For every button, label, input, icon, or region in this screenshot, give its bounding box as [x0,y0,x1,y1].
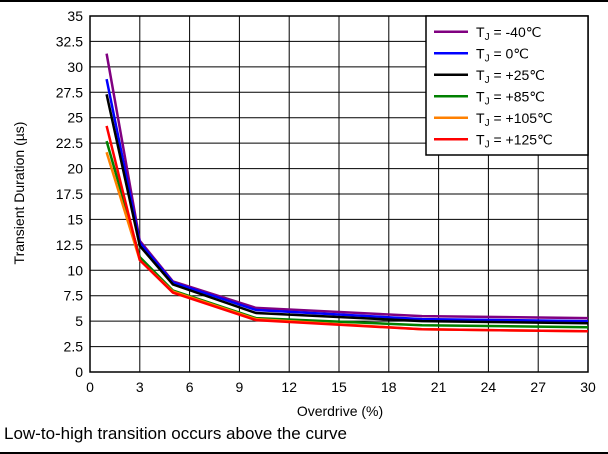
legend-label: TJ = +85℃ [476,88,545,107]
x-tick-label: 24 [481,379,497,395]
y-tick-label: 0 [75,364,83,380]
y-tick-label: 7.5 [64,288,84,304]
x-tick-label: 12 [281,379,297,395]
series-line-2 [105,94,589,325]
x-tick-label: 30 [580,379,596,395]
x-axis-ticks: 0 3 6 9 12 15 18 21 24 27 30 [86,379,596,395]
top-rule [0,0,608,2]
bottom-rule [0,452,608,454]
x-tick-label: 15 [331,379,347,395]
y-tick-label: 27.5 [56,84,83,100]
y-tick-label: 2.5 [64,339,84,355]
y-tick-label: 15 [67,211,83,227]
x-tick-label: 27 [530,379,546,395]
x-tick-label: 9 [236,379,244,395]
x-tick-label: 21 [431,379,447,395]
legend: TJ = -40℃ TJ = 0℃ TJ = +25℃ TJ = +85℃ TJ = +… [425,15,589,156]
legend-label: TJ = +105℃ [476,110,553,129]
legend-box [425,15,589,156]
y-tick-label: 22.5 [56,135,83,151]
legend-label: TJ = +125℃ [476,131,553,150]
y-axis-label: Transient Duration (µs) [11,122,27,265]
chart-caption: Low-to-high transition occurs above the … [4,424,348,443]
legend-label: TJ = 0℃ [476,45,529,64]
y-tick-label: 12.5 [56,237,83,253]
y-tick-label: 10 [67,262,83,278]
series-line-4 [105,151,589,333]
plot-frame [89,15,589,373]
x-tick-label: 18 [381,379,397,395]
y-tick-label: 35 [67,8,83,24]
y-tick-label: 17.5 [56,186,83,202]
y-tick-label: 30 [67,59,83,75]
y-tick-label: 25 [67,110,83,126]
legend-label: TJ = +25℃ [476,67,545,86]
transient-duration-chart: 02.557.51012.51517.52022.52527.53032.535… [11,8,596,419]
x-tick-label: 3 [136,379,144,395]
x-tick-label: 6 [186,379,194,395]
x-tick-label: 0 [86,379,94,395]
y-axis-ticks: 0 2.5 5 7.5 10 12.5 15 17.5 20 22.5 25 27.5 30 32.5 35 [56,8,83,380]
series-line-5 [105,125,589,333]
y-tick-label: 5 [75,313,83,329]
x-axis-label: Overdrive (%) [297,403,383,419]
legend-label: TJ = -40℃ [476,24,541,43]
y-tick-label: 32.5 [56,33,83,49]
series-lines [105,53,589,333]
y-tick-label: 20 [67,161,83,177]
